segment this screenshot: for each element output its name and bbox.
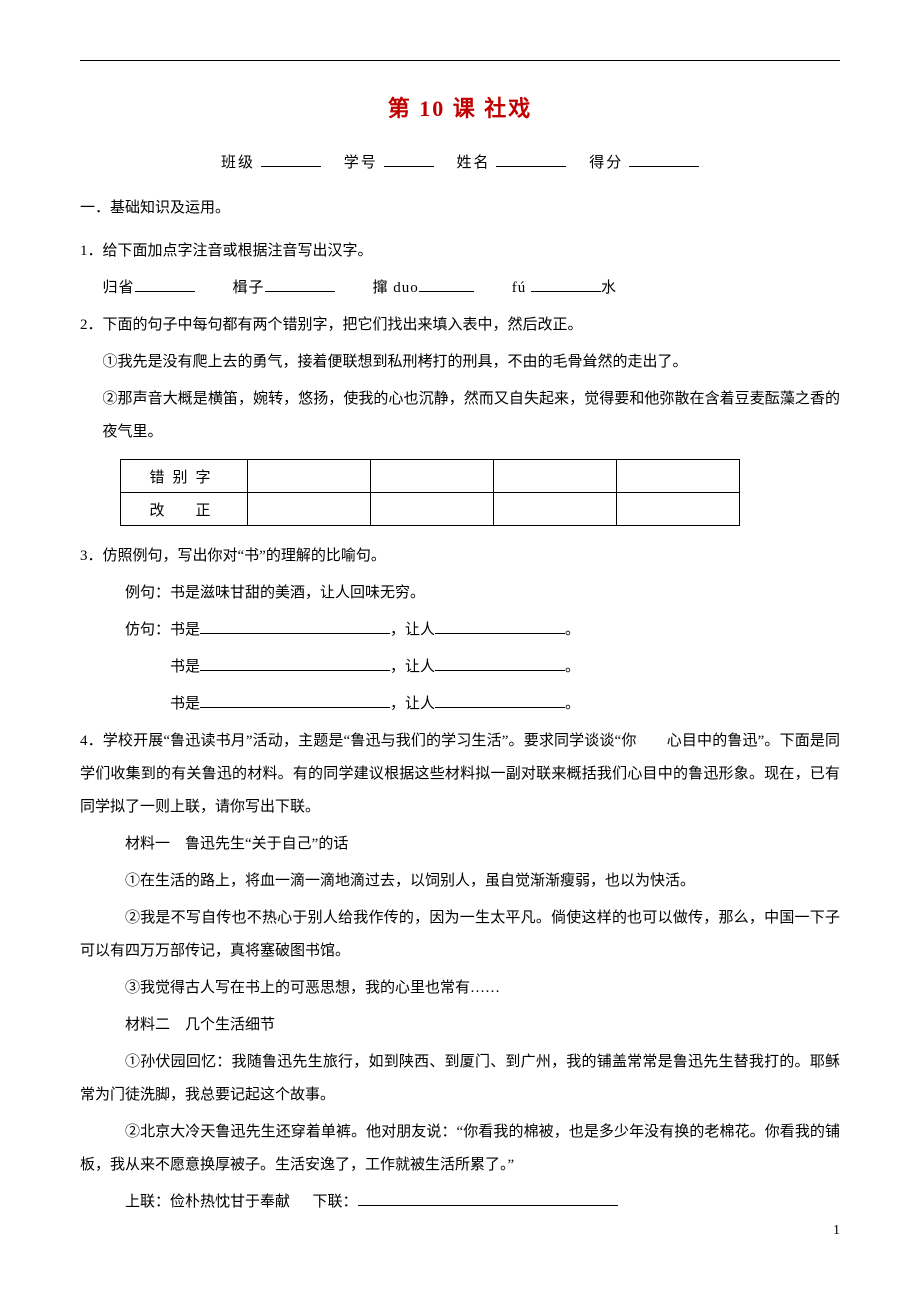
table-row: 改 正 bbox=[121, 493, 740, 526]
q3-fang-2: 书是 ，让人 。 bbox=[80, 651, 840, 684]
q1-blank-c[interactable] bbox=[419, 276, 474, 292]
q4-mat1-1: ①在生活的路上，将血一滴一滴地滴过去，以饲别人，虽自觉渐渐瘦弱，也以为快活。 bbox=[80, 865, 840, 898]
q2-table-cell[interactable] bbox=[371, 460, 494, 493]
worksheet-page: 第 10 课 社戏 班级 学号 姓名 得分 一．基础知识及运用。 1．给下面加点… bbox=[0, 0, 920, 1263]
q3-stub-c: 。 bbox=[565, 622, 580, 638]
lesson-title: 第 10 课 社戏 bbox=[80, 91, 840, 123]
student-info-line: 班级 学号 姓名 得分 bbox=[80, 151, 840, 172]
name-blank[interactable] bbox=[496, 151, 566, 167]
q4-mat2-2: ②北京大冷天鲁迅先生还穿着单裤。他对朋友说：“你看我的棉被，也是多少年没有换的老… bbox=[80, 1116, 840, 1182]
q4-down-blank[interactable] bbox=[358, 1190, 618, 1206]
name-label: 姓名 bbox=[457, 155, 491, 171]
q3-stub-b: ，让人 bbox=[390, 696, 435, 712]
q2-table-row2-label: 改 正 bbox=[121, 493, 248, 526]
q1-item-c-pre: 撺 bbox=[373, 280, 389, 296]
q1-blank-d[interactable] bbox=[531, 276, 601, 292]
q1-blank-a[interactable] bbox=[135, 276, 195, 292]
q3-prompt: 3．仿照例句，写出你对“书”的理解的比喻句。 bbox=[80, 540, 840, 573]
q3-stub-b: ，让人 bbox=[390, 659, 435, 675]
q4-mat1-3: ③我觉得古人写在书上的可恶思想，我的心里也常有…… bbox=[80, 972, 840, 1005]
score-label: 得分 bbox=[589, 155, 623, 171]
page-number: 1 bbox=[833, 1223, 840, 1239]
q4-mat1-head: 材料一 鲁迅先生“关于自己”的话 bbox=[80, 828, 840, 861]
q3-fang-1: 仿句：书是 ，让人 。 bbox=[80, 614, 840, 647]
table-row: 错别字 bbox=[121, 460, 740, 493]
q3-blank-b2[interactable] bbox=[435, 655, 565, 671]
section-1-heading: 一．基础知识及运用。 bbox=[80, 196, 840, 217]
q4-mat2-1: ①孙伏园回忆：我随鲁迅先生旅行，如到陕西、到厦门、到广州，我的铺盖常常是鲁迅先生… bbox=[80, 1046, 840, 1112]
score-blank[interactable] bbox=[629, 151, 699, 167]
q2-table-row1-label: 错别字 bbox=[121, 460, 248, 493]
class-blank[interactable] bbox=[261, 151, 321, 167]
q3-blank-b1[interactable] bbox=[435, 618, 565, 634]
q3-stub-c: 。 bbox=[565, 659, 580, 675]
q3-blank-a1[interactable] bbox=[200, 618, 390, 634]
q3-stub-a: 书是 bbox=[170, 696, 200, 712]
id-label: 学号 bbox=[344, 155, 378, 171]
q2-line-1: ①我先是没有爬上去的勇气，接着便联想到私刑栲打的刑具，不由的毛骨耸然的走出了。 bbox=[80, 346, 840, 379]
q3-stub-a: 书是 bbox=[170, 622, 200, 638]
q2-table-cell[interactable] bbox=[248, 493, 371, 526]
q4-down-label: 下联： bbox=[313, 1194, 358, 1210]
top-rule bbox=[80, 60, 840, 61]
q1-item-a: 归省 bbox=[103, 280, 135, 296]
q4-couplet-line: 上联：俭朴热忱甘于奉献 下联： bbox=[80, 1186, 840, 1219]
q2-table-cell[interactable] bbox=[494, 493, 617, 526]
q1-item-b: 楫子 bbox=[233, 280, 265, 296]
q1-item-d-pinyin: fú bbox=[512, 280, 527, 296]
q1-item-c-pinyin: duo bbox=[393, 280, 419, 296]
q1-prompt: 1．给下面加点字注音或根据注音写出汉字。 bbox=[80, 235, 840, 268]
q1-blank-b[interactable] bbox=[265, 276, 335, 292]
q2-table-cell[interactable] bbox=[248, 460, 371, 493]
q2-table: 错别字 改 正 bbox=[120, 459, 740, 526]
q3-fang-label: 仿句： bbox=[125, 622, 170, 638]
q1-item-d-post: 水 bbox=[601, 280, 617, 296]
q2-table-cell[interactable] bbox=[617, 493, 740, 526]
class-label: 班级 bbox=[221, 155, 255, 171]
q2-line-2: ②那声音大概是横笛，婉转，悠扬，使我的心也沉静，然而又自失起来，觉得要和他弥散在… bbox=[80, 383, 840, 449]
q4-mat1-2-wrap: ②我是不写自传也不热心于别人给我作传的，因为一生太平凡。倘使这样的也可以做传，那… bbox=[80, 902, 840, 968]
q4-up-label: 上联： bbox=[125, 1194, 170, 1210]
q2-prompt: 2．下面的句子中每句都有两个错别字，把它们找出来填入表中，然后改正。 bbox=[80, 309, 840, 342]
q1-items: 归省 楫子 撺 duo fú 水 bbox=[80, 272, 840, 305]
q3-blank-b3[interactable] bbox=[435, 692, 565, 708]
q3-blank-a2[interactable] bbox=[200, 655, 390, 671]
q3-stub-b: ，让人 bbox=[390, 622, 435, 638]
q4-up-text: 俭朴热忱甘于奉献 bbox=[170, 1194, 290, 1210]
q3-stub-a: 书是 bbox=[170, 659, 200, 675]
q3-stub-c: 。 bbox=[565, 696, 580, 712]
q3-fang-3: 书是 ，让人 。 bbox=[80, 688, 840, 721]
q2-table-cell[interactable] bbox=[617, 460, 740, 493]
q2-table-cell[interactable] bbox=[494, 460, 617, 493]
q4-mat1-2: ②我是不写自传也不热心于别人给我作传的，因为一生太平凡。倘使这样的也可以做传，那… bbox=[80, 902, 840, 968]
q3-example: 例句：书是滋味甘甜的美酒，让人回味无穷。 bbox=[80, 577, 840, 610]
q2-table-cell[interactable] bbox=[371, 493, 494, 526]
q3-blank-a3[interactable] bbox=[200, 692, 390, 708]
id-blank[interactable] bbox=[384, 151, 434, 167]
q4-prompt: 4．学校开展“鲁迅读书月”活动，主题是“鲁迅与我们的学习生活”。要求同学谈谈“你… bbox=[80, 725, 840, 824]
q4-mat2-head: 材料二 几个生活细节 bbox=[80, 1009, 840, 1042]
